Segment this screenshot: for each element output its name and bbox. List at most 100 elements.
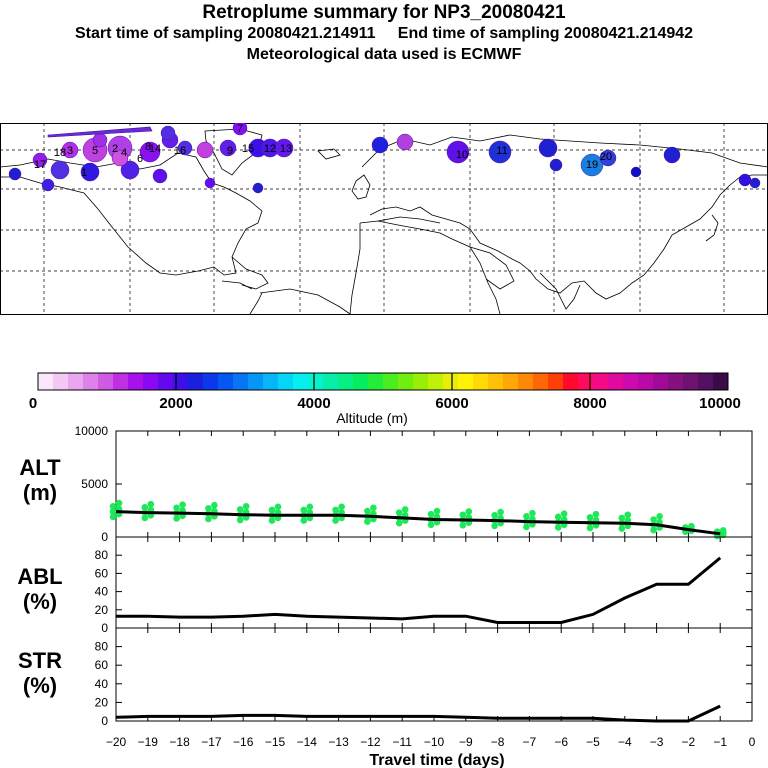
colorbar-cell [503,373,519,390]
plume-label: 16 [174,145,186,157]
altitude-particle [338,503,345,511]
abl-ylabel-line1: ABL [17,564,62,589]
plume-label: 1 [81,167,87,179]
altitude-particle [586,514,594,521]
colorbar-cell [653,373,669,390]
colorbar-tick-label: 0 [29,395,37,412]
altitude-particle [491,522,498,530]
plume-label: 4 [121,147,127,159]
colorbar-cell [278,373,294,390]
plume-label: 19 [586,159,598,171]
colorbar-cell [548,373,564,390]
alt-ylabel-line2: (m) [23,480,57,505]
colorbar-cell [98,373,114,390]
altitude-particle [427,510,435,518]
colorbar-cell [188,373,204,390]
plume-marker [446,140,470,164]
plume-marker [749,177,761,189]
altitude-particle [554,524,562,531]
altitude-colorbar: 0 2000 4000 6000 8000 10000 Altitude (m) [29,372,741,426]
plume-marker [396,133,414,151]
colorbar-cell [293,373,309,390]
series-line [115,510,721,536]
x-tick-label: −16 [233,735,254,749]
altitude-particle [497,508,504,516]
colorbar-cell [83,373,99,390]
x-tick-label: −7 [523,735,537,749]
altitude-particle [268,506,276,514]
altitude-particle [719,527,727,534]
x-tick-label: −11 [392,735,412,749]
colorbar-cell [53,373,69,390]
plume-marker [80,162,100,182]
chart-title: Retroplume summary for NP3_20080421 [202,2,566,23]
altitude-particle [618,514,626,522]
altitude-particle [274,503,282,511]
colorbar-cell [353,373,369,390]
plume-marker [196,141,214,159]
colorbar-cell [128,373,144,390]
altitude-particle [300,517,308,524]
colorbar-cell [218,373,234,390]
altitude-particle [141,514,149,522]
altitude-particle [688,522,695,530]
colorbar-cell [668,373,684,390]
plume-marker [177,140,193,156]
altitude-particle [618,525,626,532]
panel-frame [115,536,753,629]
colorbar-cell [458,373,474,390]
colorbar-cell [488,373,504,390]
y-tick-label: 10000 [75,424,109,438]
plume-label: 13 [280,143,292,155]
colorbar-cell [368,373,384,390]
colorbar-cell [698,373,714,390]
colorbar-cell [68,373,84,390]
x-axis-label: Travel time (days) [369,752,504,768]
altitude-particle [586,524,594,532]
altitude-particle [523,513,530,520]
altitude-particle [459,522,467,529]
str-ylabel-line2: (%) [23,673,57,698]
altitude-particle [109,513,117,521]
colorbar-cell [203,373,219,390]
plume-marker [232,123,248,136]
colorbar-cell [518,373,534,390]
x-tick-label: −4 [618,735,632,749]
colorbar-cell [173,373,189,390]
plume-label: 3 [67,145,73,157]
plume-label: 11 [496,145,507,157]
altitude-particle [491,511,498,519]
x-tick-label: −17 [201,735,222,749]
colorbar-cell [623,373,639,390]
plume-marker [274,138,294,158]
altitude-particle [465,508,473,515]
altitude-particle [109,508,117,515]
plume-label: 8 [145,141,151,153]
plume-marker [371,136,389,154]
y-tick-label: 0 [101,621,108,635]
plume-marker [120,160,140,180]
str-ylabel-line1: STR [18,648,62,673]
colorbar-cell [593,373,609,390]
plume-marker [50,160,70,180]
y-tick-label: 40 [95,585,109,599]
altitude-particle [370,504,377,512]
altitude-particle [211,501,218,509]
alt-ylabel-line1: ALT [19,455,61,480]
abl-panel: 80 60 40 20 0 [95,536,753,635]
plume-marker [630,166,642,178]
y-tick-label: 80 [95,548,109,562]
x-tick-label: −14 [297,735,318,749]
altitude-particle [332,517,339,524]
colorbar-cell [638,373,654,390]
altitude-particle [205,505,212,512]
plume-marker [41,178,55,192]
x-tick-label: −1 [713,735,727,749]
plume-label: 6 [137,153,143,165]
x-tick-label: −20 [106,735,127,749]
colorbar-cell [608,373,624,390]
plume-marker [219,139,237,157]
